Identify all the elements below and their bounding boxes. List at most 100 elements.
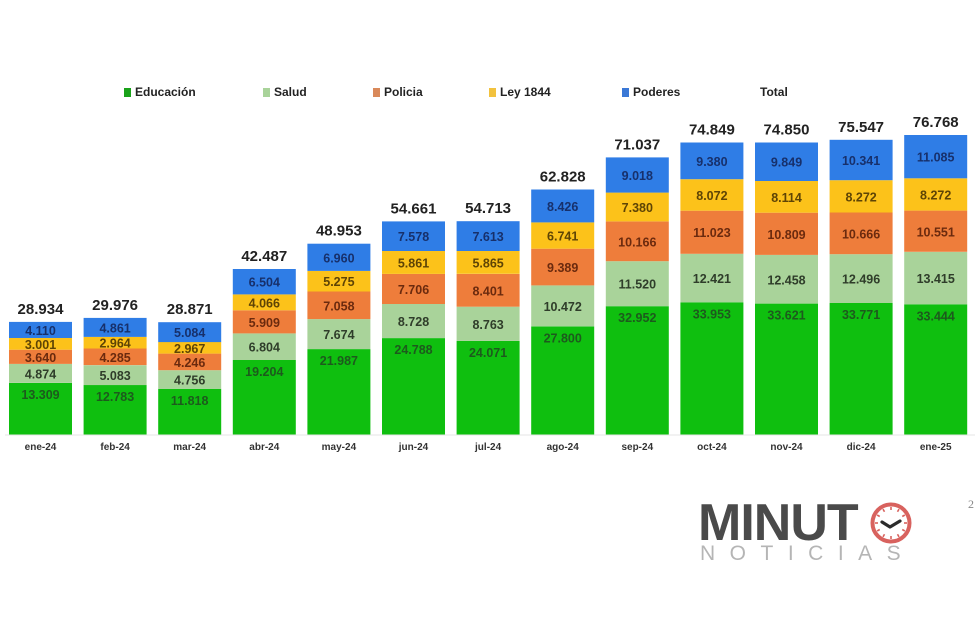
data-label-educacion: 24.071 [469, 346, 507, 360]
legend-label: Policia [384, 85, 423, 99]
page-number: 2 [968, 497, 974, 511]
x-tick-label: feb-24 [100, 442, 130, 453]
total-label: 28.871 [167, 301, 213, 318]
total-label: 28.934 [18, 301, 65, 318]
bar-segment-salud-ene-25 [904, 251, 968, 305]
legend-item-ley-1844: Ley 1844 [489, 84, 551, 100]
x-tick-label: jun-24 [398, 442, 429, 453]
total-label: 76.768 [913, 114, 959, 131]
data-label-ley-1844: 5.861 [398, 257, 429, 271]
data-label-educacion: 27.800 [544, 331, 582, 345]
x-tick-label: abr-24 [249, 442, 279, 453]
data-label-educacion: 32.952 [618, 311, 656, 325]
bar-segment-policia-ago-24 [531, 248, 595, 286]
data-label-ley-1844: 8.272 [845, 190, 876, 204]
x-tick-label: ago-24 [547, 442, 580, 453]
clock-tick [901, 514, 906, 518]
bar-segment-salud-sep-24 [605, 261, 669, 307]
legend-item-policia: Policia [373, 84, 423, 100]
bar-segment-salud-jul-24 [456, 306, 520, 341]
bar-segment-policia-ene-25 [904, 210, 968, 252]
bar-segment-policia-jun-24 [382, 273, 445, 304]
data-label-ley-1844: 8.272 [920, 189, 951, 203]
bar-segment-ley-1844-jun-24 [382, 251, 445, 274]
data-label-ley-1844: 3.001 [25, 338, 56, 352]
data-label-ley-1844: 6.741 [547, 230, 578, 244]
data-label-educacion: 12.783 [96, 390, 134, 404]
total-label: 71.037 [614, 136, 660, 153]
bar-segment-ley-1844-ene-24 [9, 338, 72, 350]
bar-segment-poderes-ene-25 [904, 135, 968, 179]
data-label-ley-1844: 5.865 [472, 256, 503, 270]
data-label-salud: 13.415 [917, 272, 955, 286]
bar-segment-poderes-sep-24 [605, 157, 669, 193]
bar-segment-ley-1844-jul-24 [456, 250, 520, 274]
data-label-policia: 7.058 [323, 299, 354, 313]
bar-segment-policia-sep-24 [605, 221, 669, 262]
x-tick-label: dic-24 [847, 442, 876, 453]
data-label-educacion: 33.771 [842, 308, 880, 322]
bar-segment-poderes-nov-24 [755, 142, 818, 181]
total-label: 62.828 [540, 169, 586, 186]
legend-label: Salud [274, 85, 307, 99]
total-label: 48.953 [316, 223, 362, 240]
bar-segment-salud-mar-24 [158, 370, 222, 389]
legend-swatch-poderes [622, 87, 629, 97]
bar-segment-educacion-jul-24 [456, 340, 520, 435]
data-label-policia: 10.666 [842, 227, 880, 241]
total-label: 42.487 [241, 248, 287, 265]
bar-segment-poderes-jun-24 [382, 221, 445, 251]
x-tick-label: sep-24 [621, 442, 653, 453]
x-tick-label: ene-24 [25, 442, 57, 453]
data-label-ley-1844: 5.275 [323, 275, 354, 289]
data-label-ley-1844: 8.114 [771, 191, 802, 205]
data-label-policia: 10.166 [618, 235, 656, 249]
data-label-educacion: 21.987 [320, 354, 358, 368]
x-tick-label: nov-24 [770, 442, 803, 453]
data-label-poderes: 9.849 [771, 156, 802, 170]
bar-segment-policia-dic-24 [829, 212, 893, 255]
data-label-educacion: 19.204 [245, 365, 283, 379]
bar-segment-salud-ene-24 [9, 363, 72, 383]
bar-segment-poderes-may-24 [307, 243, 371, 271]
data-label-ley-1844: 4.066 [249, 296, 280, 310]
bar-segment-ley-1844-abr-24 [232, 294, 296, 311]
total-label: 54.661 [391, 200, 437, 217]
data-label-ley-1844: 7.380 [622, 201, 653, 215]
data-label-policia: 10.809 [767, 228, 805, 242]
clock-tick [876, 528, 881, 532]
clock-tick [882, 508, 886, 513]
data-label-ley-1844: 8.072 [696, 189, 727, 203]
total-label: 74.850 [764, 122, 810, 139]
data-label-educacion: 24.788 [394, 343, 432, 357]
clock-tick [876, 514, 881, 518]
clock-tick [896, 533, 900, 538]
bar-segment-poderes-dic-24 [829, 139, 893, 181]
total-label: 29.976 [92, 297, 138, 314]
bar-segment-poderes-mar-24 [158, 322, 222, 343]
bar-segment-policia-feb-24 [83, 348, 147, 366]
data-label-poderes: 5.084 [174, 326, 205, 340]
total-label: 75.547 [838, 119, 884, 136]
legend-swatch-policia [373, 87, 380, 97]
bar-segment-ley-1844-ene-25 [904, 178, 968, 211]
total-label: 54.713 [465, 200, 511, 217]
legend-label: Educación [135, 85, 196, 99]
bar-segment-policia-oct-24 [680, 210, 744, 254]
data-label-educacion: 33.444 [917, 309, 955, 323]
data-label-policia: 4.285 [99, 351, 130, 365]
x-axis-labels: ene-24 feb-24 mar-24 abr-24 may-24 jun-24 jul-… [25, 442, 952, 453]
bars-layer [9, 135, 968, 435]
bar-segment-policia-mar-24 [158, 353, 222, 371]
data-label-ley-1844: 2.964 [99, 337, 130, 351]
data-label-salud: 12.421 [693, 272, 731, 286]
bar-segment-poderes-jul-24 [456, 221, 520, 251]
legend-label: Poderes [633, 85, 681, 99]
bar-segment-ley-1844-feb-24 [83, 336, 147, 349]
bar-segment-educacion-feb-24 [83, 385, 147, 435]
data-label-poderes: 8.426 [547, 200, 578, 214]
bar-segment-salud-dic-24 [829, 254, 893, 303]
data-label-salud: 8.763 [472, 318, 503, 332]
data-label-educacion: 33.621 [767, 309, 805, 323]
bar-segment-educacion-oct-24 [680, 302, 744, 435]
